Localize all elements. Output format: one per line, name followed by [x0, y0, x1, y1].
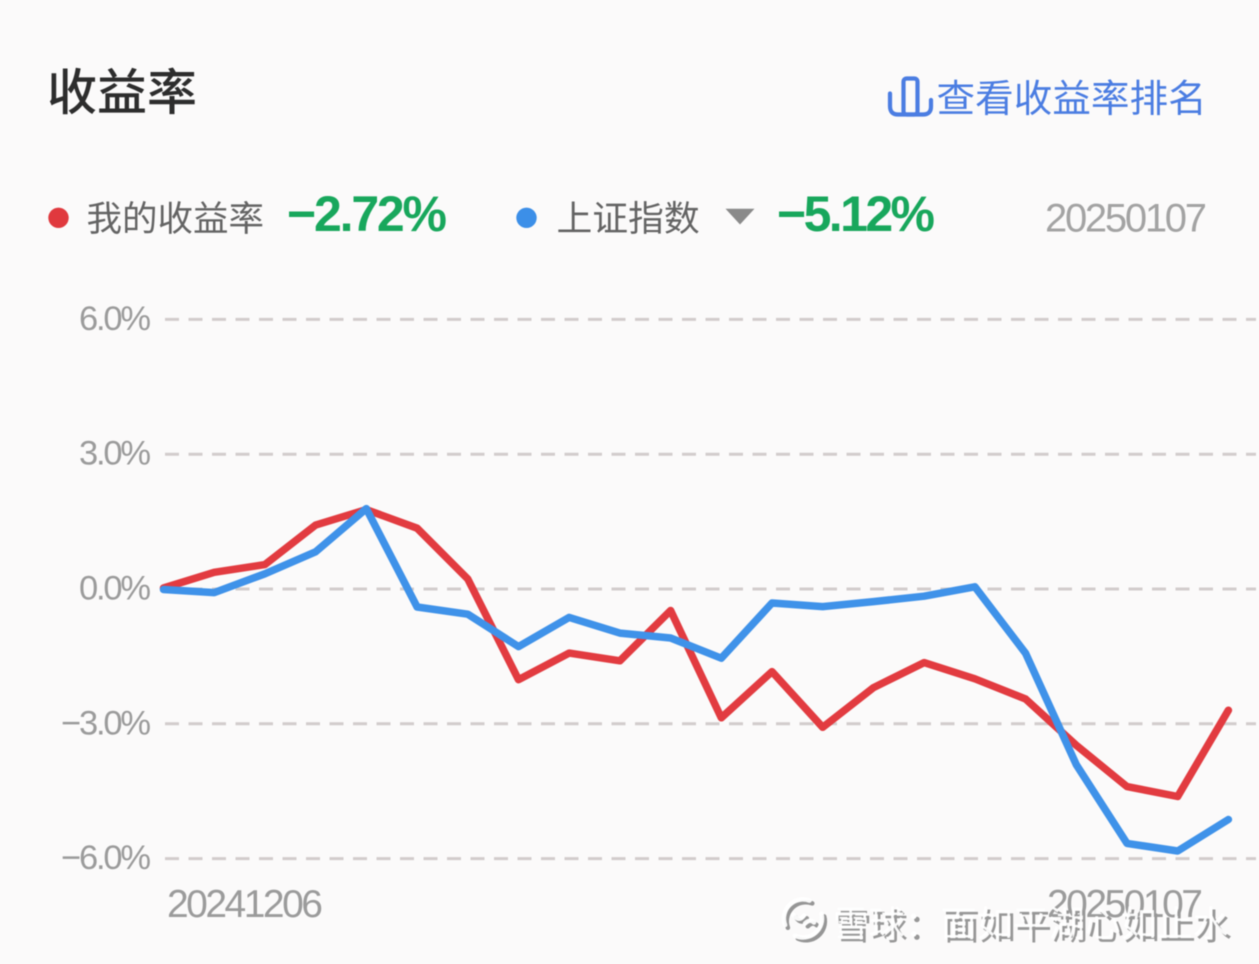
svg-text:0.0%: 0.0%: [79, 570, 151, 608]
svg-text:−2.72%: −2.72%: [287, 186, 447, 242]
svg-text:−5.12%: −5.12%: [777, 186, 935, 242]
svg-text:−6.0%: −6.0%: [61, 839, 151, 877]
svg-text:20250107: 20250107: [1045, 197, 1207, 241]
svg-text:−3.0%: −3.0%: [61, 704, 151, 742]
svg-text:3.0%: 3.0%: [79, 435, 151, 473]
svg-text:20241206: 20241206: [167, 883, 323, 926]
svg-text:6.0%: 6.0%: [79, 300, 151, 338]
